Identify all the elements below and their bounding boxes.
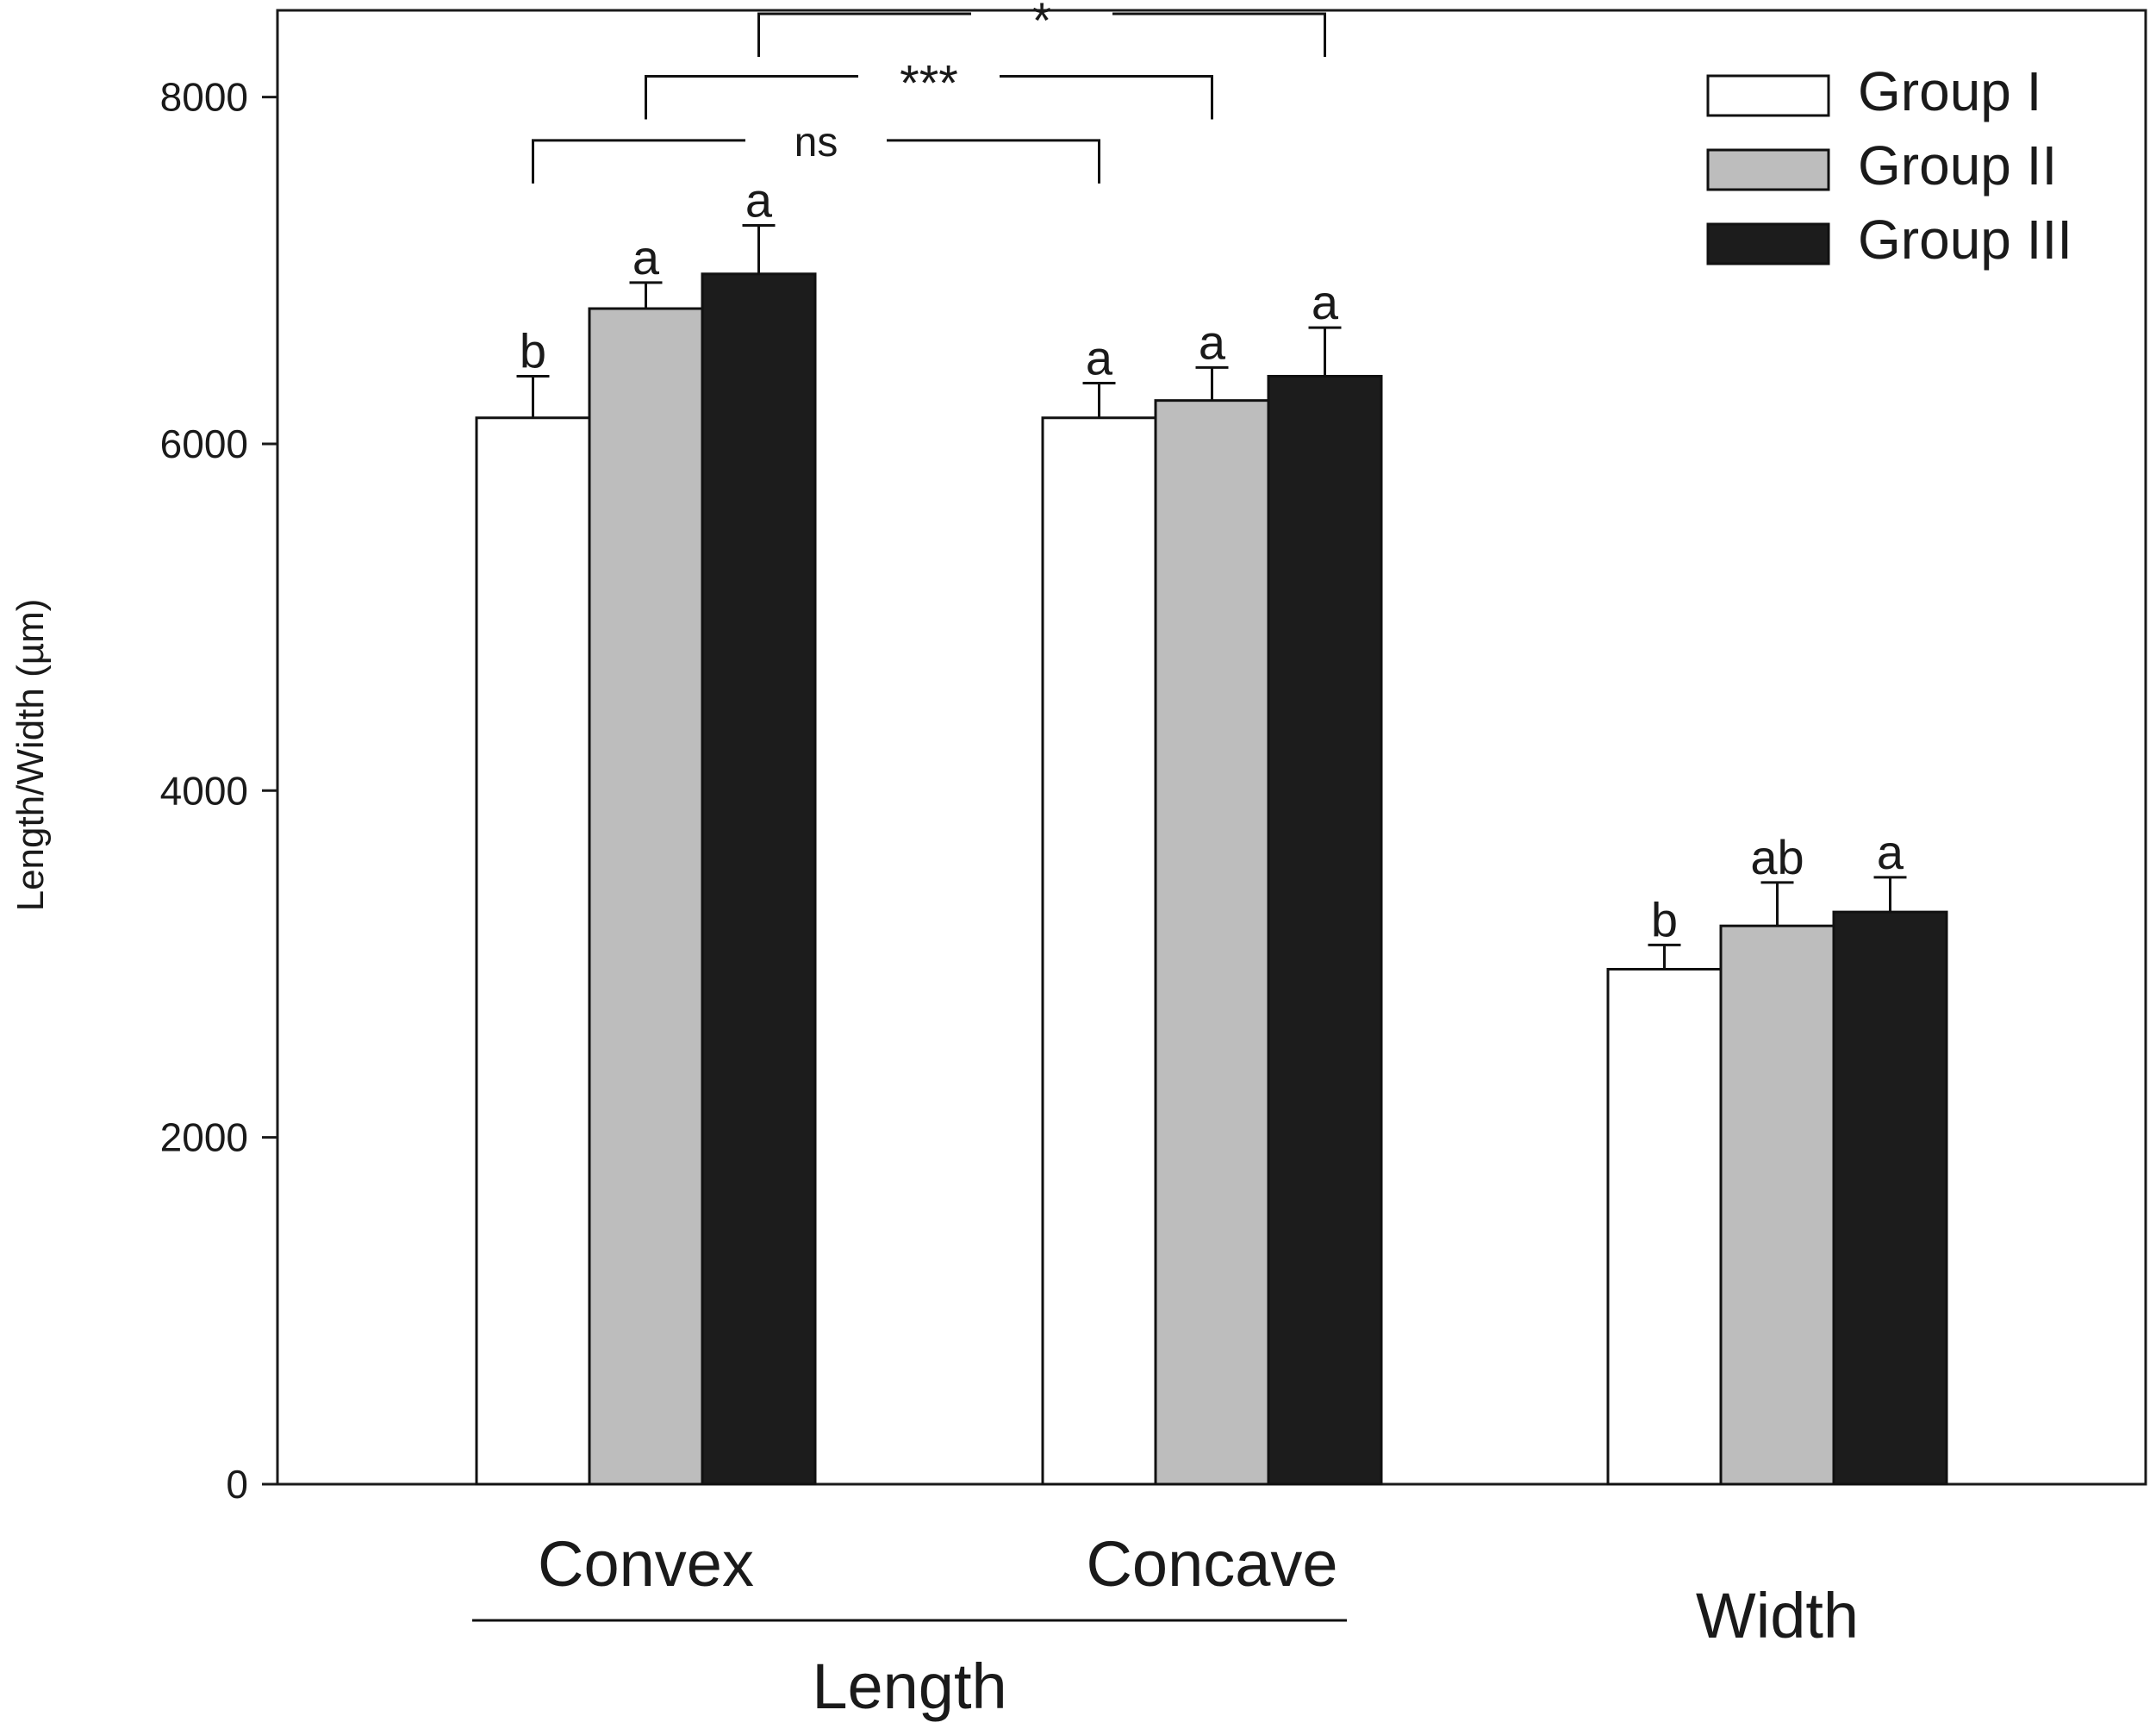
y-tick-label: 8000 (160, 75, 248, 120)
legend-swatch (1706, 222, 1830, 265)
y-axis: 0 2000 4000 6000 8000 (160, 75, 277, 1507)
bar (588, 307, 704, 1486)
bar (475, 416, 591, 1486)
y-tick-label: 4000 (160, 768, 248, 813)
bracket-left (532, 139, 745, 184)
legend: Group I Group II Group III (1706, 60, 2072, 271)
y-axis-label: Length/Width (µm) (9, 599, 52, 912)
bracket-left (757, 12, 971, 58)
bar (1719, 924, 1835, 1486)
significance-letter: a (632, 230, 660, 284)
y-tick-label: 0 (226, 1462, 248, 1507)
legend-swatch (1706, 74, 1830, 117)
group-label: Length (812, 1651, 1006, 1722)
legend-swatch (1706, 148, 1830, 191)
significance-letter: a (1312, 275, 1339, 329)
bracket-label: * (1032, 0, 1052, 49)
legend-label: Group II (1858, 134, 2057, 197)
significance-letter: a (1086, 331, 1113, 385)
significance-brackets: ns**** (532, 0, 1326, 184)
bar (1041, 416, 1157, 1486)
legend-label: Group I (1858, 60, 2041, 122)
y-tick-label: 2000 (160, 1115, 248, 1160)
significance-letter: b (520, 323, 546, 378)
bracket-label: ns (794, 120, 838, 165)
significance-letter: a (745, 172, 773, 227)
bar (701, 272, 817, 1486)
bracket-right (1000, 74, 1213, 120)
significance-letter: ab (1750, 830, 1804, 884)
bar (1606, 968, 1723, 1486)
bar (1832, 910, 1948, 1486)
category-label: Width (1696, 1580, 1859, 1651)
x-axis-labels: Convex Concave Width Length (472, 1528, 1859, 1722)
significance-letter: a (1877, 825, 1904, 879)
significance-letter: b (1651, 892, 1678, 946)
bracket-left (645, 74, 858, 120)
legend-label: Group III (1858, 209, 2072, 271)
bar (1267, 374, 1383, 1486)
y-tick-label: 6000 (160, 421, 248, 466)
category-label: Convex (538, 1528, 754, 1600)
bar (1154, 399, 1270, 1486)
bracket-right (887, 139, 1100, 184)
category-label: Concave (1086, 1528, 1337, 1600)
bracket-right (1112, 12, 1326, 58)
significance-letter: a (1199, 315, 1226, 369)
bracket-label: *** (900, 55, 958, 111)
